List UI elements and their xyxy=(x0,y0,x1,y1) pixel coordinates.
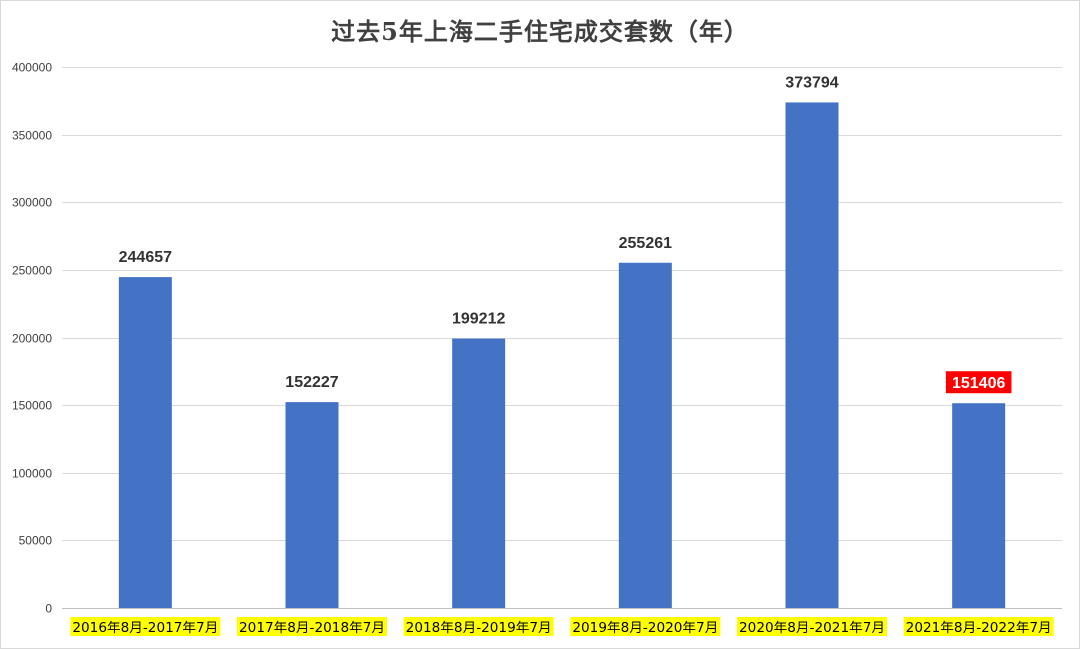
data-label-highlight-box xyxy=(945,371,1012,394)
x-category-label: 2020年8月-2021年7月 xyxy=(739,621,885,636)
category-label-highlight xyxy=(237,617,387,636)
data-labels: 244657 152227 199212 255261 373794 151406 xyxy=(119,74,1012,394)
bar xyxy=(118,277,172,608)
category-label-highlight xyxy=(570,617,721,636)
x-category-label: 2019年8月-2020年7月 xyxy=(572,621,718,636)
bars xyxy=(118,102,1006,609)
y-tick-label: 300000 xyxy=(12,196,52,210)
y-tick-label: 200000 xyxy=(12,332,52,346)
y-axis-ticks: 0 50000 100000 150000 200000 250000 300000 3500… xyxy=(12,61,52,616)
category-label-highlight xyxy=(903,617,1054,636)
x-category-label: 2021年8月-2022年7月 xyxy=(906,621,1052,636)
data-label: 151406 xyxy=(952,375,1005,392)
bar xyxy=(285,402,339,608)
x-category-label: 2017年8月-2018年7月 xyxy=(239,621,385,636)
data-label: 373794 xyxy=(785,74,838,91)
category-label-highlight xyxy=(403,617,554,636)
y-tick-label: 250000 xyxy=(12,264,52,278)
y-tick-label: 150000 xyxy=(12,399,52,413)
y-tick-label: 400000 xyxy=(12,61,52,75)
y-tick-label: 350000 xyxy=(12,129,52,143)
category-label-highlight xyxy=(70,617,221,636)
data-label: 199212 xyxy=(452,311,505,328)
gridlines xyxy=(62,67,1062,609)
bar xyxy=(785,102,839,609)
x-axis-categories: 2016年8月-2017年7月 2017年8月-2018年7月 2018年8月-20… xyxy=(70,617,1054,636)
category-label-highlight xyxy=(737,617,887,636)
x-category-label: 2016年8月-2017年7月 xyxy=(72,621,218,636)
data-label: 244657 xyxy=(119,249,172,266)
bar xyxy=(952,403,1006,608)
x-category-label: 2018年8月-2019年7月 xyxy=(406,621,552,636)
y-tick-label: 100000 xyxy=(12,467,52,481)
chart-title: 过去5年上海二手住宅成交套数（年） xyxy=(331,17,749,46)
y-tick-label: 50000 xyxy=(19,534,53,548)
bar xyxy=(618,262,672,608)
bar xyxy=(452,338,506,608)
y-tick-label: 0 xyxy=(45,602,52,616)
data-label: 255261 xyxy=(619,235,672,252)
data-label: 152227 xyxy=(285,374,338,391)
